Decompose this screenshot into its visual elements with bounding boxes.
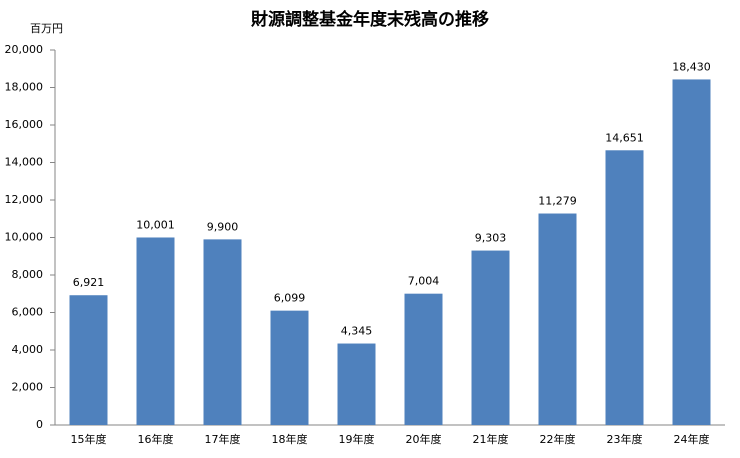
bar (337, 343, 376, 425)
y-tick-label: 2,000 (12, 381, 44, 394)
bar (203, 239, 242, 425)
x-tick-label: 24年度 (674, 432, 710, 446)
bar (672, 79, 711, 425)
y-tick-label: 8,000 (12, 268, 44, 281)
chart-title: 財源調整基金年度末残高の推移 (250, 9, 489, 30)
y-tick-label: 20,000 (5, 43, 44, 56)
y-tick-label: 18,000 (5, 81, 44, 94)
x-tick-label: 17年度 (205, 432, 241, 446)
x-tick-label: 21年度 (473, 432, 509, 446)
bar (471, 250, 510, 425)
y-tick-label: 12,000 (5, 193, 44, 206)
value-label: 11,279 (538, 195, 577, 208)
bar (270, 310, 309, 425)
y-tick-label: 14,000 (5, 156, 44, 169)
x-tick-label: 20年度 (406, 432, 442, 446)
x-tick-label: 16年度 (138, 432, 174, 446)
value-label: 6,099 (274, 292, 306, 305)
bar (538, 213, 577, 425)
y-tick-label: 16,000 (5, 118, 44, 131)
value-label: 18,430 (672, 60, 711, 73)
x-tick-label: 23年度 (607, 432, 643, 446)
x-tick-label: 15年度 (71, 432, 107, 446)
y-axis-label: 百万円 (30, 22, 63, 35)
value-label: 4,345 (341, 325, 373, 338)
value-label: 14,651 (605, 131, 644, 144)
x-tick-label: 19年度 (339, 432, 375, 446)
value-label: 6,921 (73, 276, 105, 289)
bar (605, 150, 644, 425)
value-label: 9,900 (207, 220, 239, 233)
bar (136, 237, 175, 425)
x-tick-label: 18年度 (272, 432, 308, 446)
bar (69, 295, 108, 425)
x-tick-label: 22年度 (540, 432, 576, 446)
value-label: 7,004 (408, 275, 440, 288)
y-tick-label: 6,000 (12, 306, 44, 319)
bar (404, 293, 443, 425)
y-tick-label: 10,000 (5, 231, 44, 244)
value-label: 10,001 (136, 218, 175, 231)
y-tick-label: 0 (36, 418, 43, 431)
y-tick-label: 4,000 (12, 343, 44, 356)
value-label: 9,303 (475, 232, 507, 245)
